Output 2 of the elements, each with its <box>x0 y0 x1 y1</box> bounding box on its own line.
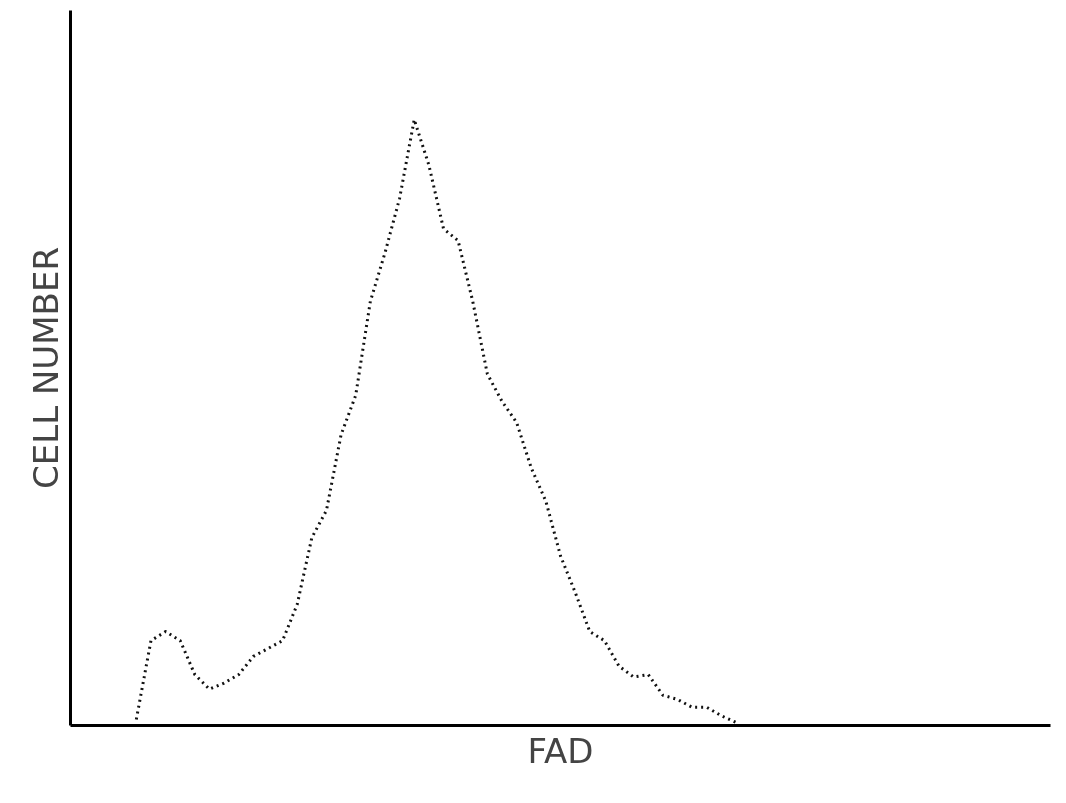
y-axis-title: CELL NUMBER <box>25 246 66 489</box>
x-axis-title: FAD <box>527 730 594 771</box>
